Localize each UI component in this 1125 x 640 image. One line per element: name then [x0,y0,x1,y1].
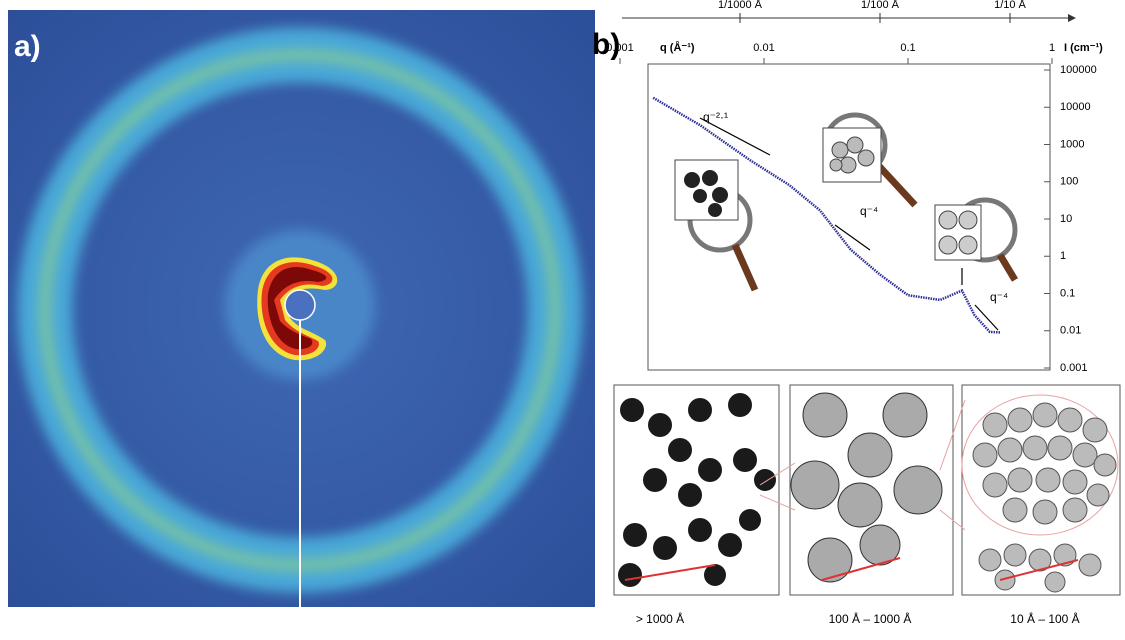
y-tick-label: 0.1 [1060,287,1075,299]
x-tick-label: 0.1 [900,42,915,54]
panel-label: a) [14,30,41,63]
y-axis-label: I (cm⁻¹) [1064,42,1103,54]
slope-guides [699,117,999,331]
y-tick-label: 1000 [1060,138,1084,150]
scale-label: 1/10 Å [994,0,1026,11]
annotation: q⁻²·¹ [703,110,728,124]
caption: 10 Å – 100 Å [1010,611,1079,626]
plot: 0.001 0.01 0.1 1 100000 10000 1000 100 10 1 0.1 0.0… [606,42,1096,374]
length-scale-axis: 1/1000 Å 1/100 Å 1/10 Å [622,0,1076,23]
caption: > 1000 Å [636,611,684,626]
scale-label: 1/1000 Å [718,0,763,11]
magnifier-insets [674,112,1019,292]
scale-label: 1/100 Å [861,0,900,11]
annotation: q⁻⁴ [860,204,878,218]
y-tick-label: 10 [1060,213,1072,225]
x-tick-label: 1 [1049,42,1055,54]
x-tick-label: 0.001 [606,42,634,54]
caption: 100 Å – 1000 Å [829,611,912,626]
annotation: q⁻⁴ [990,290,1008,304]
y-tick-label: 0.001 [1060,362,1088,374]
y-tick-label: 100 [1060,176,1078,188]
y-tick-label: 100000 [1060,64,1097,76]
structure-sketches [613,384,1121,596]
panel-label: b) [592,28,620,61]
data-line [652,96,1001,334]
scattering-image: a) [8,10,595,607]
x-axis-label: q (Å⁻¹) [660,41,695,54]
y-tick-label: 10000 [1060,101,1091,113]
plot-frame [647,63,1051,371]
y-tick-label: 0.01 [1060,325,1081,337]
x-tick-label: 0.01 [753,42,774,54]
y-tick-label: 1 [1060,250,1066,262]
